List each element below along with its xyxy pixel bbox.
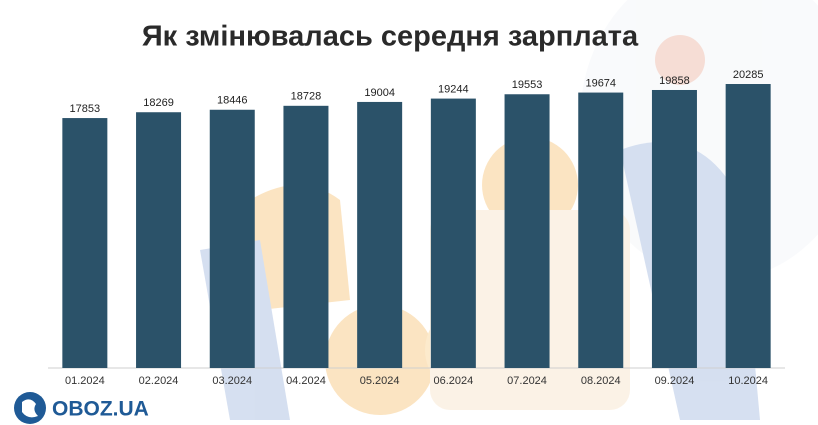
bar bbox=[651, 89, 697, 368]
logo-globe bbox=[22, 399, 38, 418]
bar bbox=[725, 84, 771, 368]
value-label: 17853 bbox=[70, 103, 101, 115]
bar bbox=[578, 92, 624, 369]
x-tick-label: 03.2024 bbox=[212, 375, 252, 387]
bar bbox=[504, 94, 550, 369]
x-tick-label: 04.2024 bbox=[286, 375, 326, 387]
bar bbox=[430, 98, 476, 369]
chart-title: Як змінювалась середня зарплата bbox=[142, 21, 639, 53]
x-tick-label: 06.2024 bbox=[433, 375, 473, 387]
x-tick-label: 07.2024 bbox=[507, 375, 547, 387]
x-tick-label: 08.2024 bbox=[581, 375, 621, 387]
value-label: 19674 bbox=[585, 77, 616, 89]
x-tick-label: 02.2024 bbox=[139, 375, 179, 387]
bar bbox=[357, 101, 403, 368]
x-tick-label: 10.2024 bbox=[728, 375, 768, 387]
x-tick-label: 09.2024 bbox=[655, 375, 695, 387]
value-label: 19553 bbox=[512, 79, 543, 91]
value-label: 19858 bbox=[659, 75, 690, 87]
value-label: 20285 bbox=[733, 69, 764, 81]
bar bbox=[283, 105, 329, 369]
value-label: 18269 bbox=[143, 97, 174, 109]
bar bbox=[62, 118, 108, 368]
bar bbox=[136, 112, 182, 368]
value-label: 18728 bbox=[291, 91, 322, 103]
bar bbox=[209, 109, 255, 369]
x-tick-label: 05.2024 bbox=[360, 375, 400, 387]
logo-text: OBOZ.UA bbox=[52, 398, 149, 421]
value-label: 18446 bbox=[217, 95, 248, 107]
value-label: 19004 bbox=[364, 87, 395, 99]
logo: OBOZ.UA bbox=[14, 392, 149, 424]
x-tick-label: 01.2024 bbox=[65, 375, 105, 387]
value-label: 19244 bbox=[438, 83, 469, 95]
